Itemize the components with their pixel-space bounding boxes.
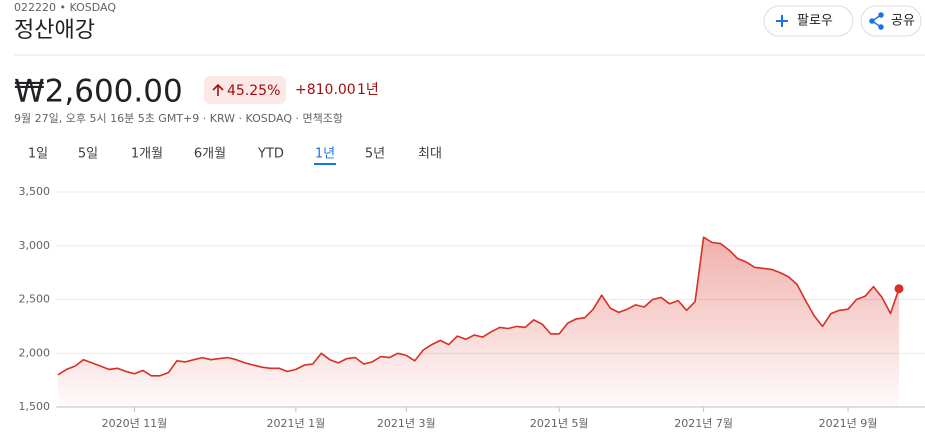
plus-icon[interactable] [776,15,788,27]
area [58,237,899,407]
follow-label[interactable]: 팔로우 [797,14,833,29]
y-tick-label: 2,000 [19,346,51,359]
y-tick-label: 2,500 [19,293,51,306]
change-badge [204,76,286,104]
up-arrow [212,83,224,96]
tab[interactable]: YTD [257,147,284,162]
y-tick-label: 3,000 [19,239,51,252]
tab[interactable]: 1일 [28,147,48,162]
tab[interactable]: 1개월 [131,147,163,162]
period: 1년 [357,82,379,98]
tab[interactable]: 6개월 [194,147,226,162]
follow-button[interactable]: 팔로우 [763,5,854,37]
tabs: 1일 5일 1개월 6개월 YTD 1년 5년 최대 [28,147,442,165]
x-tick-label: 2021년 1월 [266,417,325,430]
tab-underline [314,163,336,165]
price: ₩2,600.00 [14,74,183,110]
stock-name: 정산애강 [14,18,95,43]
x-tick-label: 2020년 11월 [102,417,168,430]
share-bg[interactable] [860,5,922,37]
tab[interactable]: 5일 [78,147,98,162]
tab[interactable]: 최대 [418,147,442,162]
tab[interactable]: 5년 [365,147,385,162]
x-tick-label: 2021년 3월 [377,417,436,430]
follow-bg[interactable] [763,5,854,37]
line [57,236,900,377]
timestamp: 9월 27일, 오후 5시 16분 5초 GMT+9 · KRW · KOSDA… [14,111,343,125]
share-label[interactable]: 공유 [891,14,915,29]
x-tick-label: 2021년 7월 [674,417,733,430]
last-point [894,284,904,294]
x-tick-label: 2021년 9월 [819,417,878,430]
change-pct: 45.25% [227,83,280,99]
change: +810.00 [295,82,356,98]
share-icon[interactable] [869,12,884,30]
chart: 1,500 2,000 2,500 3,000 3,500 2020년 11월 2021년 … [19,185,925,430]
share-button[interactable]: 공유 [860,5,922,37]
x-tick-label: 2021년 5월 [530,417,589,430]
ticker: 022220 • KOSDAQ [14,1,116,14]
y-tick-label: 1,500 [19,400,51,413]
y-tick-label: 3,500 [19,185,51,198]
tab[interactable]: 1년 [315,147,335,162]
